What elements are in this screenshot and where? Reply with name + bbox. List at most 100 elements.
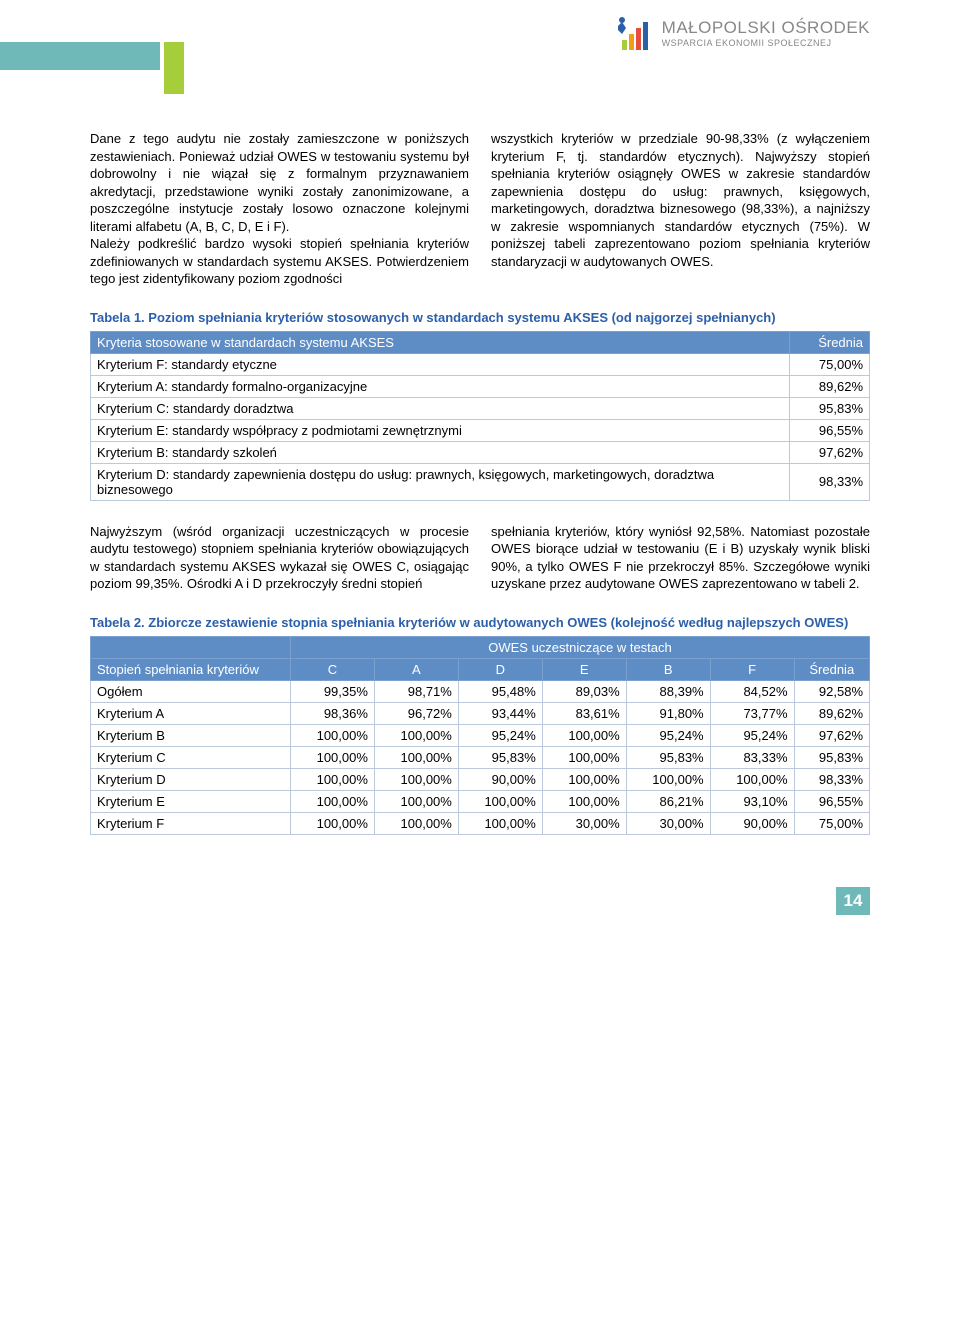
table2-col-header: A: [374, 658, 458, 680]
logo: MAŁOPOLSKI OŚRODEK WSPARCIA EKONOMII SPO…: [614, 12, 870, 54]
table2-cell: 100,00%: [710, 768, 794, 790]
table-row: Kryterium D: standardy zapewnienia dostę…: [91, 463, 870, 500]
table2-cell: 93,10%: [710, 790, 794, 812]
table2-title: Tabela 2. Zbiorcze zestawienie stopnia s…: [90, 615, 870, 632]
table1-header-value: Średnia: [790, 331, 870, 353]
table1-cell-value: 98,33%: [790, 463, 870, 500]
table2-cell: 95,48%: [458, 680, 542, 702]
table-row: Kryterium B: standardy szkoleń97,62%: [91, 441, 870, 463]
table2-row-label: Kryterium C: [91, 746, 291, 768]
table2-cell: 98,71%: [374, 680, 458, 702]
table2-row-label: Kryterium A: [91, 702, 291, 724]
table2-col-header: D: [458, 658, 542, 680]
table1: Kryteria stosowane w standardach systemu…: [90, 331, 870, 501]
page-header: MAŁOPOLSKI OŚRODEK WSPARCIA EKONOMII SPO…: [0, 0, 960, 70]
table2-col-header: Średnia: [794, 658, 869, 680]
mid-col-right: spełniania kryteriów, który wyniósł 92,5…: [491, 523, 870, 593]
table1-cell-label: Kryterium D: standardy zapewnienia dostę…: [91, 463, 790, 500]
table2-cell: 95,83%: [794, 746, 869, 768]
table2-cell: 95,83%: [458, 746, 542, 768]
table2-cell: 98,36%: [291, 702, 375, 724]
table2-row-label: Kryterium F: [91, 812, 291, 834]
table-row: Ogółem99,35%98,71%95,48%89,03%88,39%84,5…: [91, 680, 870, 702]
table1-cell-label: Kryterium A: standardy formalno-organiza…: [91, 375, 790, 397]
table2-cell: 100,00%: [542, 724, 626, 746]
table2-col-header: F: [710, 658, 794, 680]
table2-cell: 100,00%: [626, 768, 710, 790]
page-content: Dane z tego audytu nie zostały zamieszcz…: [0, 70, 960, 855]
table-row: Kryterium C: standardy doradztwa95,83%: [91, 397, 870, 419]
table2-cell: 100,00%: [374, 790, 458, 812]
table2-cell: 100,00%: [542, 768, 626, 790]
table1-header-label: Kryteria stosowane w standardach systemu…: [91, 331, 790, 353]
table2-cell: 30,00%: [626, 812, 710, 834]
table2-col-header: B: [626, 658, 710, 680]
table2-cell: 98,33%: [794, 768, 869, 790]
table2-cell: 83,33%: [710, 746, 794, 768]
table2-body: Ogółem99,35%98,71%95,48%89,03%88,39%84,5…: [91, 680, 870, 834]
table2-cell: 90,00%: [710, 812, 794, 834]
table2-cell: 100,00%: [542, 790, 626, 812]
table2-corner-blank: [91, 636, 291, 658]
table1-cell-label: Kryterium C: standardy doradztwa: [91, 397, 790, 419]
table2-cell: 92,58%: [794, 680, 869, 702]
table2-cell: 95,24%: [710, 724, 794, 746]
table2-cell: 100,00%: [374, 768, 458, 790]
logo-subtitle: WSPARCIA EKONOMII SPOŁECZNEJ: [662, 38, 870, 48]
table-row: Kryterium D100,00%100,00%90,00%100,00%10…: [91, 768, 870, 790]
logo-icon: [614, 12, 656, 54]
table2-cell: 83,61%: [542, 702, 626, 724]
table2-cell: 100,00%: [374, 724, 458, 746]
table2-cell: 86,21%: [626, 790, 710, 812]
page-number: 14: [836, 887, 870, 915]
table2-cell: 99,35%: [291, 680, 375, 702]
table2-cell: 100,00%: [291, 768, 375, 790]
table2-cell: 96,72%: [374, 702, 458, 724]
table-row: Kryterium E: standardy współpracy z podm…: [91, 419, 870, 441]
table1-cell-label: Kryterium F: standardy etyczne: [91, 353, 790, 375]
table2-cell: 84,52%: [710, 680, 794, 702]
table2-cell: 91,80%: [626, 702, 710, 724]
intro-col-right: wszystkich kryteriów w przedziale 90-98,…: [491, 130, 870, 288]
table2-cell: 100,00%: [291, 724, 375, 746]
table2-cell: 95,83%: [626, 746, 710, 768]
table2-col-headers: Stopień spełniania kryteriówCADEBFŚredni…: [91, 658, 870, 680]
table1-title: Tabela 1. Poziom spełniania kryteriów st…: [90, 310, 870, 327]
table2-span-header: OWES uczestniczące w testach: [291, 636, 870, 658]
intro-col-left: Dane z tego audytu nie zostały zamieszcz…: [90, 130, 469, 288]
table-row: Kryterium E100,00%100,00%100,00%100,00%8…: [91, 790, 870, 812]
table-row: Kryterium F100,00%100,00%100,00%30,00%30…: [91, 812, 870, 834]
table2-row-label: Kryterium D: [91, 768, 291, 790]
table1-cell-value: 97,62%: [790, 441, 870, 463]
table2-cell: 100,00%: [291, 746, 375, 768]
table-row: Kryterium A98,36%96,72%93,44%83,61%91,80…: [91, 702, 870, 724]
mid-col-left: Najwyższym (wśród organizacji uczestnicz…: [90, 523, 469, 593]
page-footer: 14: [0, 875, 960, 915]
header-accent-teal: [0, 42, 160, 70]
table2-cell: 96,55%: [794, 790, 869, 812]
table2-cell: 100,00%: [458, 790, 542, 812]
table2-cell: 95,24%: [626, 724, 710, 746]
table2-row-label: Kryterium E: [91, 790, 291, 812]
table-row: Kryterium A: standardy formalno-organiza…: [91, 375, 870, 397]
table2-rowheader-title: Stopień spełniania kryteriów: [91, 658, 291, 680]
table2: OWES uczestniczące w testach Stopień spe…: [90, 636, 870, 835]
table1-cell-label: Kryterium E: standardy współpracy z podm…: [91, 419, 790, 441]
table1-body: Kryterium F: standardy etyczne75,00%Kryt…: [91, 353, 870, 500]
table2-cell: 100,00%: [291, 812, 375, 834]
table1-cell-value: 96,55%: [790, 419, 870, 441]
table2-cell: 100,00%: [542, 746, 626, 768]
table-row: Kryterium F: standardy etyczne75,00%: [91, 353, 870, 375]
table2-cell: 88,39%: [626, 680, 710, 702]
table2-cell: 100,00%: [374, 746, 458, 768]
table2-cell: 97,62%: [794, 724, 869, 746]
table2-cell: 73,77%: [710, 702, 794, 724]
header-accent-green: [164, 42, 184, 94]
table2-cell: 100,00%: [374, 812, 458, 834]
table-row: Kryterium B100,00%100,00%95,24%100,00%95…: [91, 724, 870, 746]
table-row: Kryterium C100,00%100,00%95,83%100,00%95…: [91, 746, 870, 768]
table1-cell-value: 75,00%: [790, 353, 870, 375]
table2-row-label: Ogółem: [91, 680, 291, 702]
mid-columns: Najwyższym (wśród organizacji uczestnicz…: [90, 523, 870, 593]
table1-cell-label: Kryterium B: standardy szkoleń: [91, 441, 790, 463]
